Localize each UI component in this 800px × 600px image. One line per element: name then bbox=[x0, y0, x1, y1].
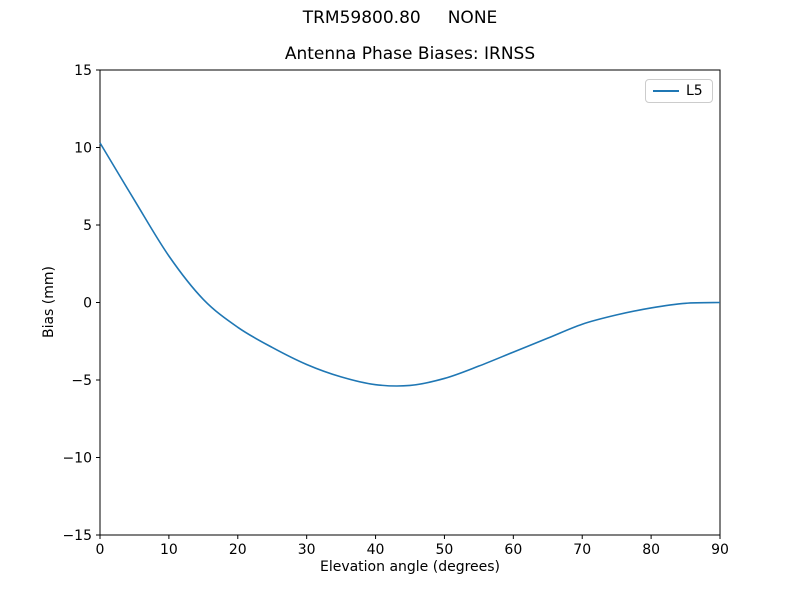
x-tick-label: 40 bbox=[367, 542, 385, 558]
y-tick-label: −5 bbox=[71, 373, 92, 389]
x-tick-label: 30 bbox=[298, 542, 316, 558]
chart-title: Antenna Phase Biases: IRNSS bbox=[284, 44, 536, 64]
axes-frame bbox=[99, 69, 721, 536]
figure-suptitle: TRM59800.80 NONE bbox=[302, 8, 498, 28]
x-tick-label: 50 bbox=[436, 542, 454, 558]
x-tick-label: 0 bbox=[96, 542, 105, 558]
x-tick-label: 80 bbox=[642, 542, 660, 558]
y-tick-label: 5 bbox=[83, 218, 92, 234]
legend: L5 bbox=[645, 79, 713, 103]
x-tick-label: 90 bbox=[711, 542, 729, 558]
legend-line-sample bbox=[653, 90, 679, 92]
x-tick-label: 60 bbox=[504, 542, 522, 558]
y-tick-label: 0 bbox=[83, 296, 92, 312]
y-tick-label: 10 bbox=[74, 141, 92, 157]
y-tick-label: −10 bbox=[62, 451, 92, 467]
legend-label: L5 bbox=[686, 83, 703, 99]
x-tick-label: 20 bbox=[229, 542, 247, 558]
x-tick-label: 10 bbox=[160, 542, 178, 558]
series-line-L5 bbox=[99, 142, 721, 387]
x-tick-label: 70 bbox=[573, 542, 591, 558]
y-axis-label: Bias (mm) bbox=[41, 265, 57, 339]
y-tick-label: 15 bbox=[74, 63, 92, 79]
x-axis-label: Elevation angle (degrees) bbox=[319, 559, 501, 575]
y-tick-label: −15 bbox=[62, 528, 92, 544]
